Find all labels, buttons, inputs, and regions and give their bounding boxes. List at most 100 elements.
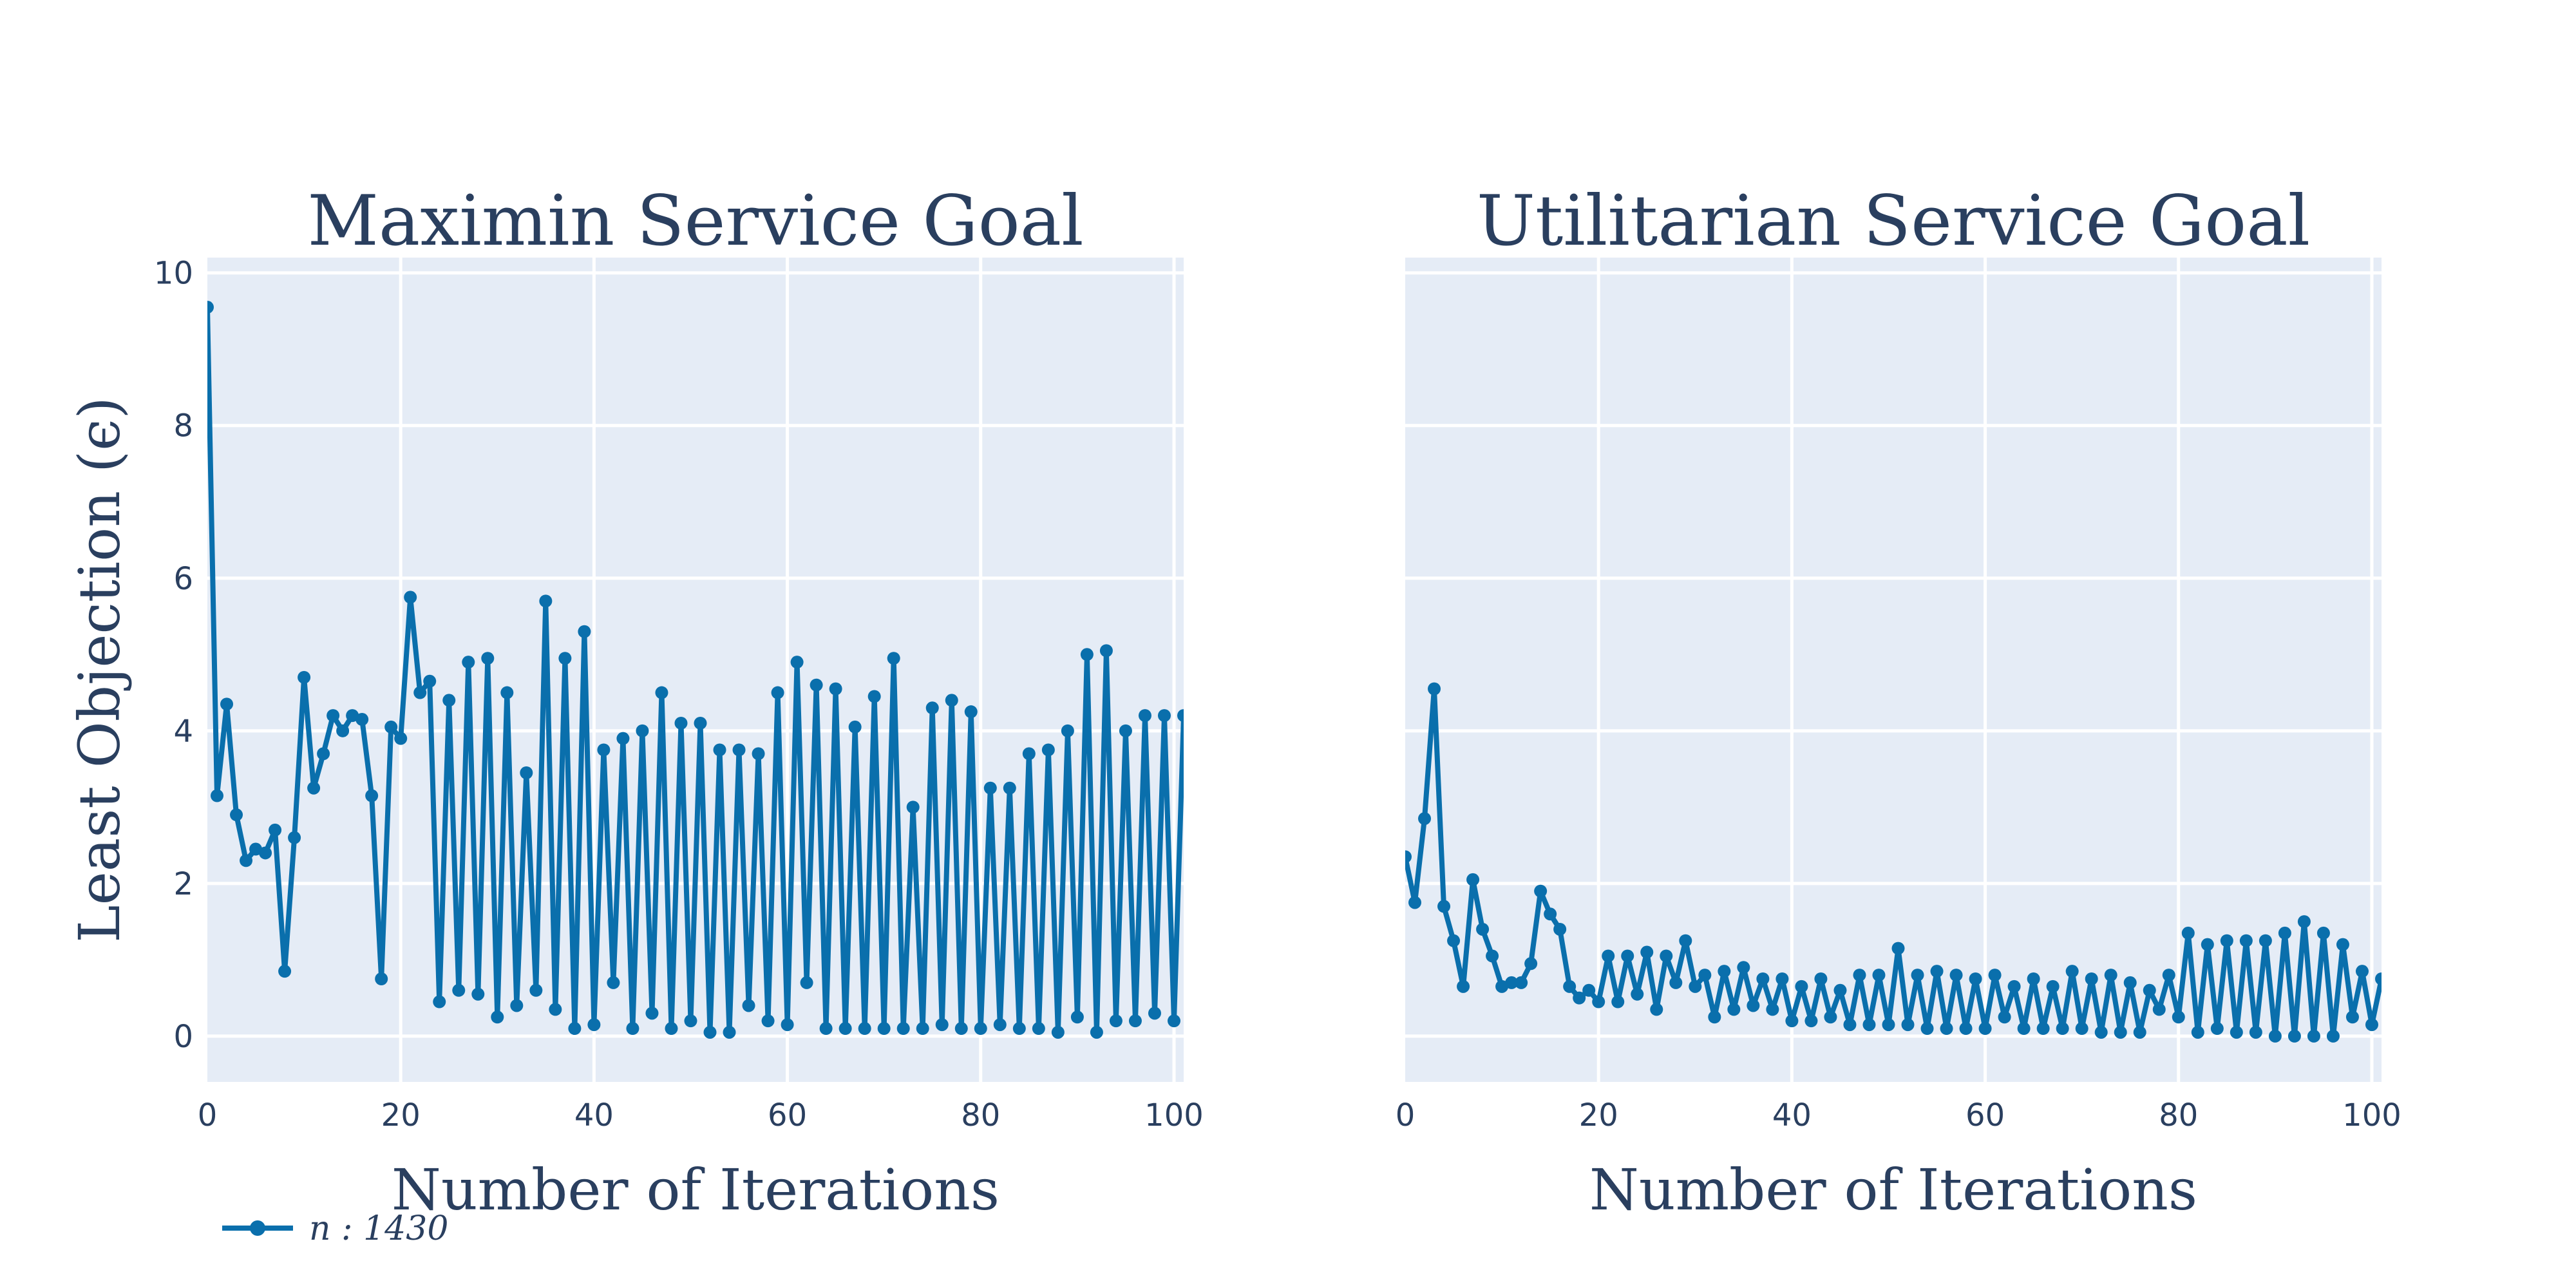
x-tick-label: 60 <box>1965 1097 2005 1133</box>
data-point <box>2345 1010 2359 1024</box>
data-point <box>848 720 862 734</box>
data-point <box>1843 1018 1857 1032</box>
legend[interactable]: n : 1430 <box>222 1209 448 1248</box>
data-point <box>298 670 311 684</box>
data-point <box>1070 1010 1084 1024</box>
data-point <box>529 983 543 997</box>
data-point <box>1457 980 1470 993</box>
data-point <box>732 743 746 757</box>
data-point <box>1814 972 1828 985</box>
data-point <box>365 789 379 802</box>
data-point <box>703 1025 717 1039</box>
data-point <box>1640 945 1654 959</box>
data-point <box>1177 709 1184 723</box>
data-point <box>1090 1025 1103 1039</box>
data-point <box>771 686 784 699</box>
data-point <box>2230 1025 2243 1039</box>
data-point <box>1515 976 1528 989</box>
gridlines-maximin <box>207 258 1184 1082</box>
data-point <box>2336 938 2349 951</box>
data-point <box>626 1022 639 1036</box>
data-point <box>442 694 456 707</box>
data-point <box>2085 972 2098 985</box>
data-point <box>1408 896 1422 909</box>
data-point <box>829 682 842 696</box>
data-point <box>2297 915 2311 929</box>
data-point <box>945 694 958 707</box>
y-tick-label: 10 <box>154 256 193 292</box>
data-point <box>810 678 823 692</box>
data-point <box>1911 969 1924 982</box>
data-point <box>2152 1003 2166 1016</box>
data-point <box>2172 1010 2185 1024</box>
data-point <box>2104 969 2117 982</box>
data-point <box>394 732 408 745</box>
data-point <box>539 594 553 608</box>
data-point <box>520 766 533 779</box>
data-point <box>433 995 446 1009</box>
data-point <box>2065 965 2079 978</box>
legend-marker-swatch <box>250 1220 265 1236</box>
series-line <box>207 307 1184 1035</box>
x-tick-label: 20 <box>1579 1097 1618 1133</box>
data-point <box>2075 1022 2088 1036</box>
y-ticks-maximin: 0 2 4 6 8 10 <box>154 256 193 1055</box>
data-point <box>211 789 224 802</box>
data-point <box>694 716 707 730</box>
data-point <box>1022 747 1036 761</box>
data-point <box>1882 1018 1895 1032</box>
data-point <box>1428 682 1441 696</box>
data-point <box>954 1022 968 1036</box>
data-point <box>462 656 475 669</box>
data-point <box>1573 991 1586 1005</box>
data-point <box>2133 1025 2146 1039</box>
data-point <box>2094 1025 2108 1039</box>
data-point <box>674 716 688 730</box>
panel-utilitarian: 0 20 40 60 80 100 Utilitarian Service Goal Nu… <box>1396 181 2401 1223</box>
y-tick-label: 8 <box>173 408 193 444</box>
data-point <box>916 1022 929 1036</box>
data-point <box>1012 1022 1026 1036</box>
data-point <box>1737 961 1750 974</box>
data-point <box>578 625 591 638</box>
y-tick-label: 6 <box>173 561 193 597</box>
data-point <box>752 747 765 761</box>
data-point <box>2210 1022 2224 1036</box>
data-point <box>2181 926 2195 940</box>
data-point <box>2162 969 2175 982</box>
data-point <box>240 854 253 867</box>
data-point <box>1824 1010 1837 1024</box>
data-point <box>1534 884 1548 898</box>
x-ticks-utilitarian: 0 20 40 60 80 100 <box>1396 1097 2401 1133</box>
y-tick-label: 4 <box>173 714 193 750</box>
data-point <box>983 781 997 795</box>
data-point <box>636 724 649 737</box>
data-point <box>1524 957 1538 971</box>
data-point <box>1660 949 1673 963</box>
plot-area-utilitarian <box>1405 258 2382 1082</box>
data-point <box>1698 969 1712 982</box>
data-point <box>1109 1014 1122 1028</box>
data-point <box>491 1010 504 1024</box>
data-point <box>1833 983 1847 997</box>
data-point <box>1669 976 1683 989</box>
data-point <box>1998 1010 2011 1024</box>
data-point <box>2123 976 2137 989</box>
data-point <box>1679 934 1692 947</box>
data-point <box>423 674 437 688</box>
data-point <box>684 1014 697 1028</box>
data-point <box>1969 972 1982 985</box>
data-point <box>307 781 321 795</box>
data-point <box>375 972 388 985</box>
x-tick-label: 60 <box>768 1097 807 1133</box>
data-point <box>974 1022 987 1036</box>
data-point <box>2036 1022 2050 1036</box>
chart-title-utilitarian: Utilitarian Service Goal <box>1477 181 2310 261</box>
data-point <box>2201 938 2214 951</box>
data-point <box>1940 1022 1953 1036</box>
x-tick-label: 0 <box>198 1097 218 1133</box>
data-point <box>1553 922 1567 936</box>
data-point <box>887 652 900 665</box>
data-point <box>1988 969 2002 982</box>
data-point <box>742 999 755 1012</box>
